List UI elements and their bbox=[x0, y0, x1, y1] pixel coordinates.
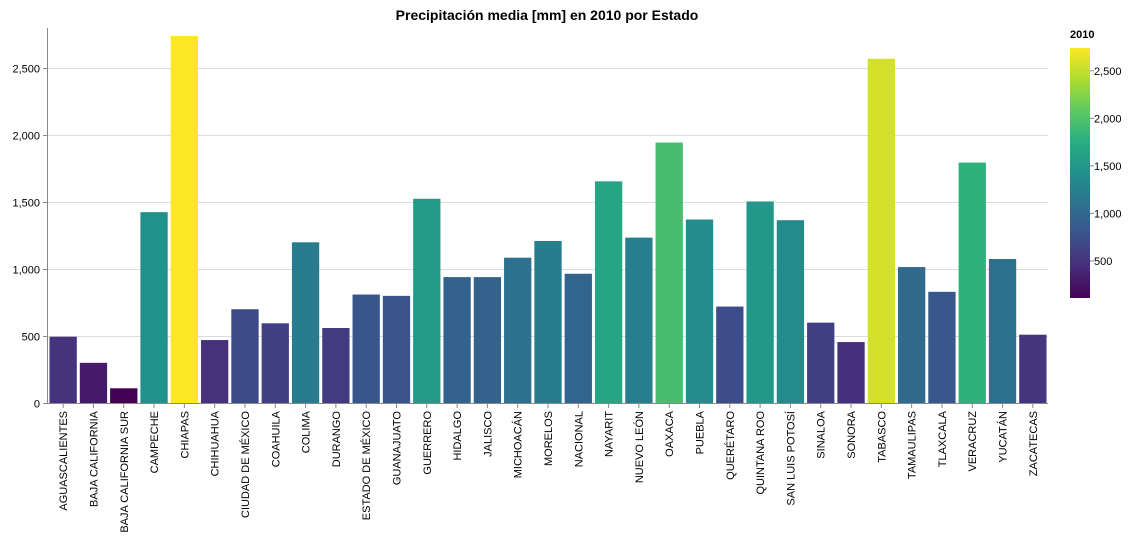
bar-baja-california[interactable] bbox=[79, 362, 108, 403]
x-tick-label: OAXACA bbox=[664, 410, 676, 457]
bar-morelos[interactable] bbox=[534, 240, 562, 403]
bar-hidalgo[interactable] bbox=[443, 277, 471, 403]
x-tick-label: DURANGO bbox=[331, 411, 343, 468]
bar-sonora[interactable] bbox=[837, 342, 865, 403]
x-tick-label: PUEBLA bbox=[695, 410, 707, 454]
x-tick-label: TLAXCALA bbox=[937, 410, 949, 467]
x-tick-label: JALISCO bbox=[482, 411, 494, 457]
x-tick-label: YUCATÁN bbox=[997, 411, 1010, 463]
x-tick-label: CHIAPAS bbox=[179, 411, 191, 458]
y-tick-label: 1,000 bbox=[12, 265, 40, 277]
x-axis-ticks: AGUASCALIENTES BAJA CALIFORNIA BAJA CALIFO… bbox=[58, 403, 1040, 533]
bar-puebla[interactable] bbox=[685, 219, 714, 403]
bar-aguascalientes[interactable] bbox=[49, 336, 77, 403]
bar-colima[interactable] bbox=[291, 242, 320, 403]
bar-campeche[interactable] bbox=[140, 212, 168, 403]
chart-title: Precipitación media [mm] en 2010 por Est… bbox=[396, 7, 699, 23]
bar-chiapas[interactable] bbox=[170, 36, 199, 403]
legend-tick-label: 500 bbox=[1094, 256, 1112, 268]
x-tick-label: SINALOA bbox=[816, 410, 828, 458]
color-legend: 2010 500 1,000 1,500 2,000 2,500 bbox=[1070, 29, 1122, 298]
x-tick-label: TAMAULIPAS bbox=[907, 411, 919, 479]
bar-estado-de-mexico[interactable] bbox=[352, 294, 380, 403]
bar-nacional[interactable] bbox=[564, 273, 592, 403]
bar-durango[interactable] bbox=[322, 328, 350, 403]
y-tick-label: 0 bbox=[34, 399, 40, 411]
x-tick-label: SONORA bbox=[846, 410, 858, 458]
legend-colorbar bbox=[1070, 48, 1090, 298]
x-tick-label: AGUASCALIENTES bbox=[58, 411, 70, 511]
x-tick-label: COAHUILA bbox=[270, 410, 282, 467]
legend-tick-label: 1,000 bbox=[1094, 208, 1122, 220]
bar-tamaulipas[interactable] bbox=[897, 267, 926, 403]
bars bbox=[49, 36, 1047, 404]
bar-tlaxcala[interactable] bbox=[928, 291, 956, 403]
bar-tabasco[interactable] bbox=[867, 58, 895, 404]
bar-chihuahua[interactable] bbox=[201, 340, 229, 403]
x-tick-label: TABASCO bbox=[876, 411, 888, 463]
bar-nuevo-leon[interactable] bbox=[625, 237, 653, 403]
x-tick-label: GUANAJUATO bbox=[391, 411, 403, 486]
x-tick-label: BAJA CALIFORNIA bbox=[88, 410, 100, 507]
bar-michoacan[interactable] bbox=[504, 257, 532, 403]
x-tick-label: MORELOS bbox=[543, 411, 555, 466]
bar-sinaloa[interactable] bbox=[807, 322, 835, 403]
bar-san-luis-potosi[interactable] bbox=[776, 220, 805, 403]
legend-ticks: 500 1,000 1,500 2,000 2,500 bbox=[1090, 66, 1122, 268]
x-tick-label: MICHOACÁN bbox=[512, 411, 525, 478]
x-tick-label: NUEVO LEÓN bbox=[633, 411, 646, 483]
bar-guanajuato[interactable] bbox=[382, 295, 411, 403]
y-tick-label: 500 bbox=[22, 332, 40, 344]
x-tick-label: ZACATECAS bbox=[1028, 411, 1040, 476]
bar-coahuila[interactable] bbox=[261, 323, 289, 403]
x-tick-label: ESTADO DE MÉXICO bbox=[360, 411, 373, 521]
bar-ciudad-de-mexico[interactable] bbox=[231, 309, 259, 403]
y-tick-label: 1,500 bbox=[12, 198, 40, 210]
x-tick-label: CIUDAD DE MÉXICO bbox=[239, 411, 252, 518]
bar-jalisco[interactable] bbox=[473, 277, 502, 403]
legend-title: 2010 bbox=[1070, 29, 1094, 41]
x-tick-label: GUERRERO bbox=[422, 411, 434, 475]
x-tick-label: QUINTANA ROO bbox=[755, 411, 767, 495]
y-tick-label: 2,500 bbox=[12, 64, 40, 76]
bar-zacatecas[interactable] bbox=[1019, 334, 1047, 403]
bar-yucatan[interactable] bbox=[988, 259, 1017, 403]
bar-veracruz[interactable] bbox=[958, 162, 986, 403]
x-tick-label: COLIMA bbox=[301, 410, 313, 453]
y-axis-ticks: 0 500 1,000 1,500 2,000 2,500 bbox=[12, 64, 48, 411]
x-tick-label: NAYARIT bbox=[604, 411, 616, 457]
x-tick-label: VERACRUZ bbox=[967, 411, 979, 472]
x-tick-label: BAJA CALIFORNIA SUR bbox=[119, 411, 131, 533]
x-tick-label: SAN LUIS POTOSÍ bbox=[784, 410, 797, 505]
x-tick-label: CHIHUAHUA bbox=[210, 410, 222, 476]
x-tick-label: HIDALGO bbox=[452, 411, 464, 461]
x-tick-label: CAMPECHE bbox=[149, 411, 161, 473]
bar-queretaro[interactable] bbox=[716, 306, 744, 403]
bar-nayarit[interactable] bbox=[594, 181, 623, 403]
bar-guerrero[interactable] bbox=[413, 198, 441, 403]
bar-quintana-roo[interactable] bbox=[746, 201, 774, 403]
bar-baja-california-sur[interactable] bbox=[110, 388, 138, 403]
legend-tick-label: 2,000 bbox=[1094, 113, 1122, 125]
y-tick-label: 2,000 bbox=[12, 131, 40, 143]
x-tick-label: QUERÉTARO bbox=[724, 411, 737, 480]
legend-tick-label: 1,500 bbox=[1094, 161, 1122, 173]
bar-oaxaca[interactable] bbox=[655, 142, 683, 403]
x-tick-label: NACIONAL bbox=[573, 411, 585, 467]
legend-tick-label: 2,500 bbox=[1094, 66, 1122, 78]
